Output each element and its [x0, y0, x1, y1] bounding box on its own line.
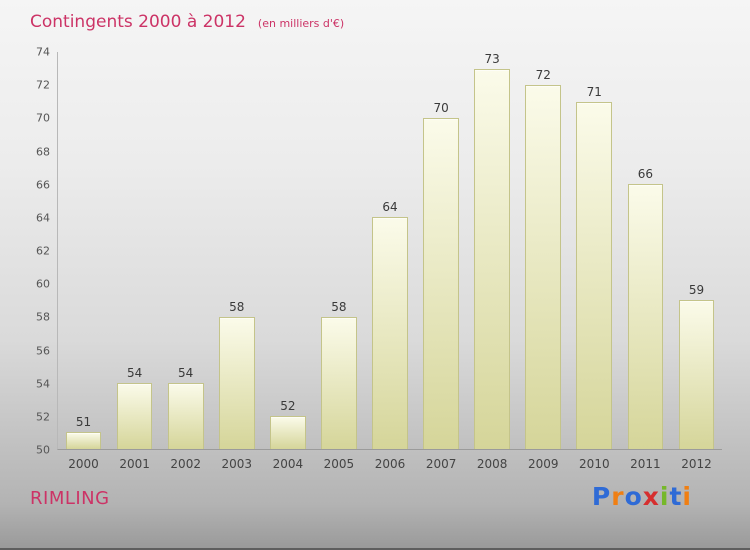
- bar-column: 54 2001: [109, 52, 160, 471]
- x-axis-label: 2010: [579, 457, 610, 471]
- bar: [218, 316, 255, 449]
- x-axis-label: 2009: [527, 457, 559, 471]
- bar: [627, 184, 664, 449]
- x-axis-label: 2006: [374, 457, 406, 471]
- logo-letter: r: [611, 482, 625, 511]
- bar-value-label: 51: [75, 415, 92, 430]
- bar: [167, 382, 204, 449]
- bar-column: 58 2005: [313, 52, 364, 471]
- bar-column: 58 2003: [211, 52, 262, 471]
- x-axis-label: 2007: [425, 457, 457, 471]
- bar-column: 73 2008: [467, 52, 518, 471]
- bar: [269, 415, 306, 449]
- x-axis-label: 2000: [68, 457, 99, 471]
- bar-column: 59 2012: [671, 52, 722, 471]
- bar-value-label: 71: [586, 84, 602, 99]
- logo-letter: i: [682, 482, 692, 511]
- logo-letter: P: [591, 482, 612, 511]
- y-axis-tick-label: 64: [36, 211, 50, 225]
- x-axis-label: 2005: [323, 457, 355, 471]
- bar-column: 54 2002: [160, 52, 211, 471]
- x-axis-label: 2004: [272, 457, 304, 471]
- proxiti-logo[interactable]: Proxiti: [592, 482, 692, 511]
- bar: [678, 300, 715, 449]
- bar-column: 71 2010: [569, 52, 620, 471]
- bar-chart: 74 72 70 68 66 64 62 60 58 56 54 52 50 51 2000 54 2001 5…: [30, 46, 722, 471]
- bar-column: 72 2009: [518, 52, 569, 471]
- bar-column: 64 2006: [364, 52, 415, 471]
- y-axis-tick-label: 74: [36, 45, 50, 59]
- bar-value-label: 64: [382, 200, 398, 215]
- chart-title: Contingents 2000 à 2012: [30, 12, 246, 32]
- bar-column: 70 2007: [416, 52, 467, 471]
- bar: [65, 432, 102, 449]
- x-axis-label: 2002: [170, 457, 201, 471]
- bar-value-label: 58: [229, 299, 245, 314]
- bar-value-label: 59: [688, 283, 705, 298]
- bar-column: 51 2000: [58, 52, 109, 471]
- bar-column: 66 2011: [620, 52, 671, 471]
- x-axis-label: 2011: [630, 457, 661, 471]
- x-axis-label: 2003: [221, 457, 253, 471]
- y-axis-tick-label: 56: [36, 344, 50, 357]
- bar: [474, 69, 511, 449]
- bar-value-label: 52: [280, 398, 296, 413]
- bar-value-label: 54: [126, 365, 143, 380]
- x-axis-label: 2012: [681, 457, 712, 471]
- bar-value-label: 66: [637, 167, 654, 182]
- y-axis: 74 72 70 68 66 64 62 60 58 56 54 52 50: [30, 46, 56, 457]
- commune-label: RIMLING: [30, 488, 110, 509]
- x-axis-label: 2001: [119, 457, 150, 471]
- plot-area: 51 2000 54 2001 54 2002 58 2003 52 2004 58 2005 64 20…: [57, 52, 722, 471]
- x-axis-label: 2008: [476, 457, 508, 471]
- bar: [525, 85, 562, 449]
- bar: [423, 118, 459, 449]
- bar: [372, 217, 408, 449]
- y-axis-tick-label: 50: [36, 443, 50, 457]
- logo-letter: i: [659, 482, 670, 511]
- y-axis-tick-label: 72: [36, 78, 50, 92]
- bar-column: 52 2004: [262, 52, 313, 471]
- y-axis-tick-label: 60: [36, 277, 50, 291]
- bar-value-label: 73: [484, 52, 500, 66]
- chart-subtitle: (en milliers d'€): [257, 17, 345, 30]
- bar: [576, 101, 613, 449]
- bar-value-label: 58: [331, 299, 347, 314]
- y-axis-tick-label: 68: [36, 145, 50, 158]
- bar-value-label: 70: [433, 101, 449, 116]
- chart-header: Contingents 2000 à 2012 (en milliers d'€): [30, 12, 344, 32]
- logo-letter: o: [624, 482, 643, 511]
- y-axis-tick-label: 70: [36, 111, 50, 125]
- y-axis-tick-label: 58: [36, 310, 50, 324]
- y-axis-tick-label: 62: [36, 244, 50, 258]
- y-axis-tick-label: 52: [36, 410, 50, 424]
- y-axis-tick-label: 66: [36, 178, 50, 192]
- logo-letter: x: [642, 482, 660, 511]
- bar-value-label: 72: [535, 68, 551, 83]
- bar-value-label: 54: [178, 365, 194, 380]
- logo-letter: t: [669, 482, 683, 511]
- bar: [116, 382, 153, 449]
- bar: [321, 316, 357, 449]
- y-axis-tick-label: 54: [36, 377, 50, 391]
